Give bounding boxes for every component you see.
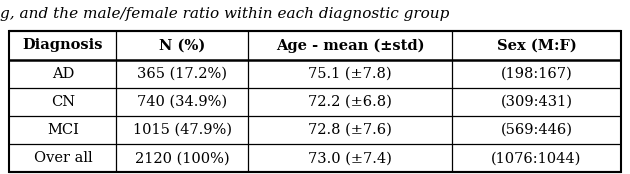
Text: Diagnosis: Diagnosis — [23, 38, 103, 52]
Text: 75.1 (±7.8): 75.1 (±7.8) — [308, 67, 392, 81]
Text: 1015 (47.9%): 1015 (47.9%) — [132, 123, 232, 137]
Text: (569:446): (569:446) — [500, 123, 573, 137]
Text: 740 (34.9%): 740 (34.9%) — [137, 95, 227, 109]
Text: (198:167): (198:167) — [501, 67, 573, 81]
Text: Over all: Over all — [33, 151, 92, 165]
Text: 72.8 (±7.6): 72.8 (±7.6) — [308, 123, 392, 137]
Text: 2120 (100%): 2120 (100%) — [135, 151, 229, 165]
Text: N (%): N (%) — [159, 38, 205, 52]
Text: 72.2 (±6.8): 72.2 (±6.8) — [308, 95, 392, 109]
Text: 73.0 (±7.4): 73.0 (±7.4) — [308, 151, 392, 165]
Text: CN: CN — [51, 95, 75, 109]
Bar — [9, 31, 621, 172]
Text: (309:431): (309:431) — [500, 95, 573, 109]
Text: Age - mean (±std): Age - mean (±std) — [276, 38, 425, 53]
Text: Sex (M:F): Sex (M:F) — [496, 38, 576, 52]
Text: (1076:1044): (1076:1044) — [491, 151, 581, 165]
Text: g, and the male/female ratio within each diagnostic group: g, and the male/female ratio within each… — [0, 7, 449, 21]
Text: AD: AD — [52, 67, 74, 81]
Text: 365 (17.2%): 365 (17.2%) — [137, 67, 227, 81]
Text: MCI: MCI — [47, 123, 79, 137]
